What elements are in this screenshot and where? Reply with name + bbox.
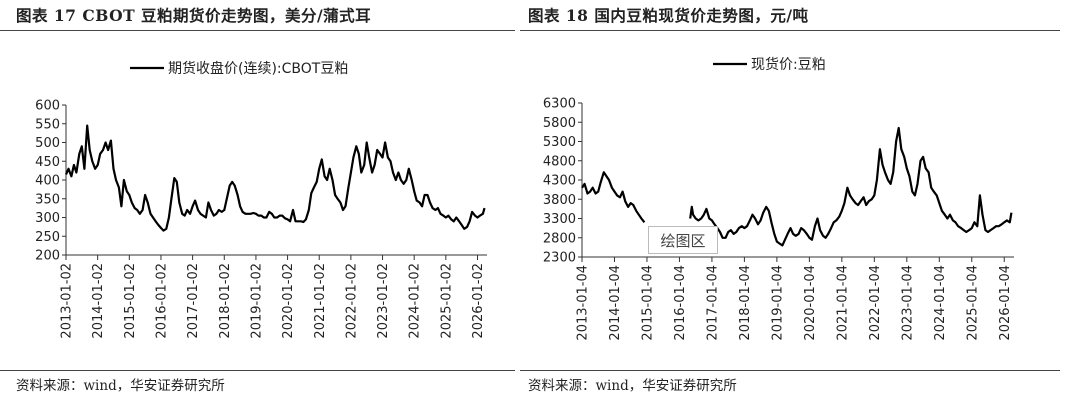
x-tick-label: 2015-01-04	[641, 265, 656, 341]
x-tick-label: 2017-01-04	[705, 265, 720, 341]
bottom-rule	[520, 370, 1060, 371]
x-tick-label: 2021-01-02	[313, 263, 328, 339]
figure-title: 图表 18 国内豆粕现货价走势图，元/吨	[528, 6, 809, 25]
x-tick-label: 2025-01-02	[439, 263, 454, 339]
top-rule	[0, 30, 515, 31]
y-tick-label: 5800	[543, 116, 576, 131]
domestic-line-chart: 现货价:豆粕 2300 2800 3300 3800 4300 4800 5300 5800 63…	[543, 56, 1014, 341]
series-line	[64, 124, 486, 232]
y-tick-label: 550	[35, 117, 60, 132]
x-tick-label: 2022-01-04	[868, 265, 883, 341]
x-tick-label: 2024-01-04	[933, 265, 948, 341]
source-note: 资料来源：wind，华安证券研究所	[16, 378, 225, 394]
x-tick-label: 2026-01-02	[471, 263, 486, 339]
x-tick-label: 2018-01-04	[738, 265, 753, 341]
x-tick-label: 2014-01-04	[608, 265, 623, 341]
series-line	[581, 171, 646, 223]
y-tick-label: 350	[35, 192, 60, 207]
y-tick-label: 4300	[543, 174, 576, 189]
x-tick-label: 2016-01-02	[155, 263, 170, 339]
x-tick-label: 2020-01-04	[803, 265, 818, 341]
y-tick-label: 4800	[543, 154, 576, 169]
top-rule	[520, 30, 1060, 31]
x-tick-label: 2022-01-02	[344, 263, 359, 339]
series-line	[689, 126, 1013, 247]
bottom-rule	[0, 370, 515, 371]
legend-label: 现货价:豆粕	[751, 56, 826, 73]
x-tick-label: 2016-01-04	[673, 265, 688, 341]
y-tick-label: 450	[35, 155, 60, 170]
y-tick-label: 2800	[543, 231, 576, 246]
x-tick-label: 2023-01-04	[900, 265, 915, 341]
y-tick-label: 3800	[543, 193, 576, 208]
y-tick-label: 5300	[543, 135, 576, 150]
y-tick-label: 250	[35, 230, 60, 245]
y-tick-label: 3300	[543, 212, 576, 227]
x-tick-label: 2013-01-04	[576, 265, 591, 341]
x-tick-label: 2021-01-04	[835, 265, 850, 341]
chart-panel-cbot: 图表 17 CBOT 豆粕期货价走势图，美分/蒲式耳 期货收盘价(连续):CBO…	[0, 0, 530, 403]
x-tick-label: 2026-01-04	[998, 265, 1013, 341]
x-tick-label: 2024-01-02	[408, 263, 423, 339]
cbot-line-chart: 期货收盘价(连续):CBOT豆粕 200 250 300 350 400 450 500 550…	[35, 60, 487, 339]
x-tick-label: 2025-01-04	[965, 265, 980, 341]
y-tick-label: 6300	[543, 97, 576, 112]
figure-title: 图表 17 CBOT 豆粕期货价走势图，美分/蒲式耳	[16, 6, 372, 25]
x-tick-label: 2019-01-04	[770, 265, 785, 341]
legend-label: 期货收盘价(连续):CBOT豆粕	[168, 60, 348, 77]
x-tick-label: 2018-01-02	[218, 263, 233, 339]
chart-panel-domestic: 图表 18 国内豆粕现货价走势图，元/吨 现货价:豆粕 2300 2800 3300 3…	[520, 0, 1080, 403]
y-tick-label: 400	[35, 174, 60, 189]
y-tick-label: 200	[35, 249, 60, 264]
x-tick-label: 2019-01-02	[249, 263, 264, 339]
x-tick-label: 2013-01-02	[60, 263, 75, 339]
x-tick-label: 2023-01-02	[376, 263, 391, 339]
x-tick-label: 2017-01-02	[186, 263, 201, 339]
x-tick-label: 2014-01-02	[91, 263, 106, 339]
x-tick-label: 2015-01-02	[123, 263, 138, 339]
y-tick-label: 300	[35, 211, 60, 226]
x-tick-label: 2020-01-02	[281, 263, 296, 339]
plot-area-tooltip: 绘图区	[648, 226, 718, 254]
y-tick-label: 500	[35, 136, 60, 151]
y-tick-label: 2300	[543, 251, 576, 266]
source-note: 资料来源：wind，华安证券研究所	[528, 378, 737, 394]
y-tick-label: 600	[35, 99, 60, 114]
